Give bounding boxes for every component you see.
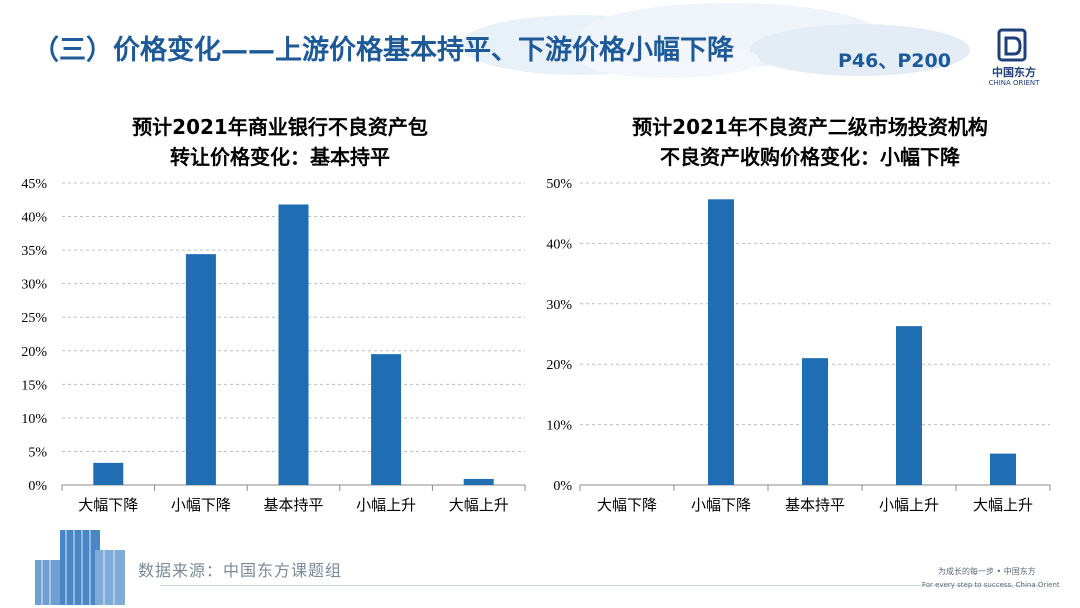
right-bar-chart: 0% 10% 20% 30% 40% 50% 大幅下降 小幅下降 基本持平 小幅上升 大幅上升: [546, 177, 1051, 514]
x-tick-label: 小幅上升: [879, 496, 939, 514]
y-tick-label: 0%: [28, 479, 47, 494]
y-tick-label: 10%: [21, 412, 47, 427]
y-tick-label: 40%: [21, 211, 47, 226]
bar: [93, 462, 124, 485]
y-tick-label: 45%: [21, 177, 47, 192]
x-tick-label: 小幅上升: [356, 496, 416, 514]
y-tick-label: 25%: [21, 311, 47, 326]
bar: [278, 204, 309, 485]
y-tick-label: 5%: [28, 445, 47, 460]
x-tick-label: 大幅上升: [973, 496, 1033, 514]
y-tick-label: 35%: [21, 244, 47, 259]
logo-text-en: CHINA ORIENT: [988, 79, 1040, 87]
x-tick-label: 大幅下降: [597, 496, 657, 514]
x-tick-label: 小幅下降: [171, 496, 231, 514]
y-tick-label: 30%: [546, 298, 572, 313]
bar: [463, 478, 494, 485]
y-tick-label: 30%: [21, 278, 47, 293]
bar: [990, 453, 1016, 485]
x-tick-label: 大幅下降: [78, 496, 138, 514]
right-chart-title: 预计2021年不良资产二级市场投资机构 不良资产收购价格变化：小幅下降: [560, 112, 1060, 172]
title-bar: （三）价格变化——上游价格基本持平、下游价格小幅下降 P46、P200 中国东方…: [0, 0, 1080, 95]
y-tick-label: 20%: [546, 358, 572, 373]
footer-slogan-cn: 为成长的每一步 • 中国东方: [938, 567, 1036, 576]
y-tick-label: 40%: [546, 237, 572, 252]
page-reference: P46、P200: [838, 50, 951, 72]
footer-slogan-en: For every step to success, China Orient: [922, 581, 1060, 589]
x-tick-label: 基本持平: [785, 496, 845, 514]
bar: [802, 358, 828, 485]
page-title: （三）价格变化——上游价格基本持平、下游价格小幅下降: [32, 35, 734, 66]
left-chart-title-line1: 预计2021年商业银行不良资产包: [132, 115, 428, 139]
bar: [708, 199, 734, 486]
right-chart-title-line2: 不良资产收购价格变化：小幅下降: [660, 145, 960, 169]
left-chart-title: 预计2021年商业银行不良资产包 转让价格变化：基本持平: [30, 112, 530, 172]
data-source-note: 数据来源：中国东方课题组: [138, 561, 343, 580]
bar: [371, 354, 402, 485]
y-tick-label: 15%: [21, 378, 47, 393]
right-chart-title-line1: 预计2021年不良资产二级市场投资机构: [632, 115, 988, 139]
china-orient-logo-icon: [997, 28, 1027, 62]
building-decoration-icon: [35, 530, 125, 605]
bar: [185, 254, 216, 485]
y-tick-label: 20%: [21, 345, 47, 360]
y-tick-label: 0%: [553, 479, 572, 494]
left-bar-chart: 0% 5% 10% 15% 20% 25% 30% 35% 40% 45% 大幅下降 小幅下降 基本持平…: [21, 177, 526, 514]
logo-text-cn: 中国东方: [992, 66, 1036, 79]
cloud-decoration: [460, 3, 970, 78]
left-chart-title-line2: 转让价格变化：基本持平: [170, 145, 390, 169]
x-tick-label: 基本持平: [263, 496, 323, 514]
y-tick-label: 10%: [546, 419, 572, 434]
footer-divider: [160, 585, 1040, 586]
x-tick-label: 大幅上升: [449, 496, 509, 514]
bar: [896, 326, 922, 485]
x-tick-label: 小幅下降: [691, 496, 751, 514]
y-tick-label: 50%: [546, 177, 572, 192]
